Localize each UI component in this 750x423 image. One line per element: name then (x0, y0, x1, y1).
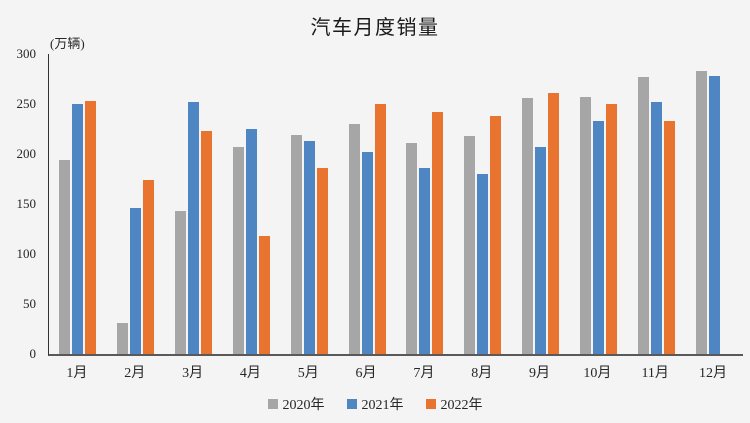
bar-group-11月 (627, 54, 685, 354)
bar-2021年-8月 (477, 174, 489, 354)
bar-group-2月 (107, 54, 165, 354)
bar-group-5月 (280, 54, 338, 354)
legend-label: 2021年 (361, 398, 404, 413)
bar-2022年-3月 (201, 131, 213, 354)
x-label-6月: 6月 (355, 366, 377, 381)
bar-2020年-1月 (59, 160, 71, 354)
y-tick-300: 300 (16, 46, 37, 61)
x-label-4月: 4月 (239, 366, 261, 381)
bar-2022年-2月 (143, 180, 155, 354)
x-label-9月: 9月 (529, 366, 551, 381)
bar-2022年-9月 (548, 93, 560, 354)
bar-2022年-11月 (663, 121, 675, 354)
bar-group-3月 (165, 54, 223, 354)
plot-area (48, 54, 743, 356)
x-label-1月: 1月 (66, 366, 88, 381)
bar-group-10月 (569, 54, 627, 354)
legend-item-2020年: 2020年 (267, 394, 325, 414)
y-tick-100: 100 (16, 246, 37, 261)
y-tick-0: 0 (29, 346, 37, 361)
legend-swatch-icon (425, 399, 436, 409)
y-tick-150: 150 (16, 196, 37, 211)
legend-label: 2020年 (282, 398, 325, 413)
x-label-12月: 12月 (699, 366, 728, 381)
bar-2022年-10月 (605, 104, 617, 354)
y-axis-unit-label: (万辆) (50, 36, 85, 51)
bar-series-area (49, 54, 743, 354)
bar-2021年-1月 (72, 104, 84, 354)
x-label-7月: 7月 (413, 366, 435, 381)
bar-group-9月 (512, 54, 570, 354)
bar-2021年-2月 (130, 208, 142, 354)
x-label-11月: 11月 (641, 366, 669, 381)
bar-group-7月 (396, 54, 454, 354)
bar-2020年-10月 (579, 97, 591, 354)
bar-2020年-9月 (522, 98, 534, 354)
x-label-5月: 5月 (297, 366, 319, 381)
bar-2021年-9月 (535, 147, 547, 354)
bar-2020年-12月 (695, 71, 707, 354)
y-tick-50: 50 (23, 296, 36, 311)
bar-2020年-7月 (406, 143, 418, 354)
x-axis-labels: 1月 2月 3月 4月 5月 6月 7月 8月 9月 10月 11月 12月 (48, 362, 742, 382)
bar-group-6月 (338, 54, 396, 354)
bar-2022年-4月 (258, 236, 270, 354)
bar-2020年-2月 (117, 323, 129, 354)
chart-title: 汽车月度销量 (310, 17, 440, 39)
bar-2022年-8月 (490, 116, 502, 354)
legend-swatch-icon (346, 399, 357, 409)
legend: 2020年 2021年 2022年 (0, 394, 750, 414)
legend-swatch-icon (267, 399, 278, 409)
y-axis-tick-labels: 0 50 100 150 200 250 300 (0, 46, 43, 361)
bar-group-12月 (685, 54, 743, 354)
bar-2022年-7月 (432, 112, 444, 354)
bar-2020年-11月 (637, 77, 649, 354)
y-tick-250: 250 (16, 96, 37, 111)
bar-2021年-5月 (303, 141, 315, 354)
y-tick-200: 200 (16, 146, 37, 161)
x-label-8月: 8月 (471, 366, 493, 381)
bar-2020年-5月 (290, 135, 302, 354)
bar-group-8月 (454, 54, 512, 354)
bar-2021年-7月 (419, 168, 431, 354)
legend-label: 2022年 (440, 398, 483, 413)
x-label-10月: 10月 (583, 366, 612, 381)
bar-2022年-1月 (85, 101, 97, 354)
bar-2020年-3月 (175, 211, 187, 354)
bar-2020年-4月 (232, 147, 244, 354)
bar-2021年-3月 (188, 102, 200, 354)
bar-group-4月 (222, 54, 280, 354)
bar-2022年-6月 (374, 104, 386, 354)
bar-2021年-12月 (708, 76, 720, 354)
bar-2020年-8月 (464, 136, 476, 354)
legend-item-2022年: 2022年 (425, 394, 483, 414)
bar-2021年-10月 (592, 121, 604, 354)
legend-item-2021年: 2021年 (346, 394, 404, 414)
bar-2021年-4月 (245, 129, 257, 354)
bar-2022年-5月 (316, 168, 328, 354)
bar-group-1月 (49, 54, 107, 354)
bar-2020年-6月 (348, 124, 360, 354)
bar-2021年-11月 (650, 102, 662, 354)
bar-2021年-6月 (361, 152, 373, 354)
x-label-3月: 3月 (182, 366, 204, 381)
x-label-2月: 2月 (124, 366, 146, 381)
